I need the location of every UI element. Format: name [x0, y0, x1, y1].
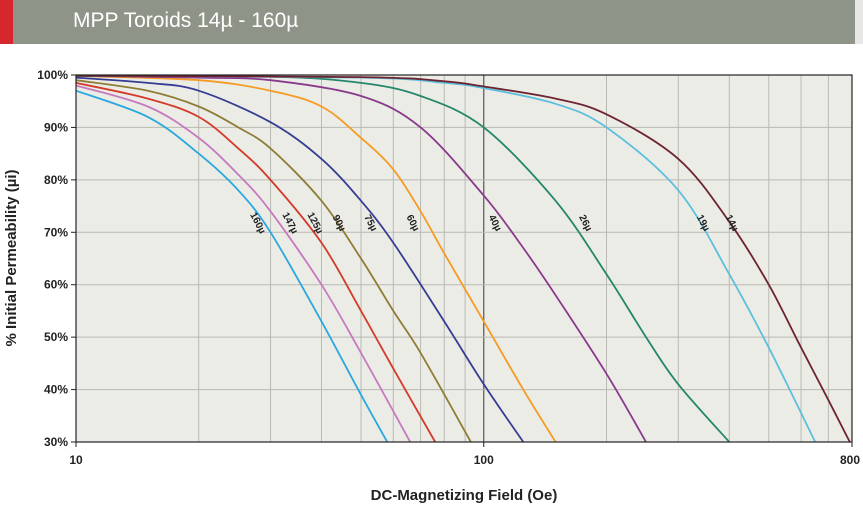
curves [75, 74, 851, 443]
x-tick-label: 100 [474, 453, 494, 467]
x-tick-label: 800 [840, 453, 860, 467]
header-accent-bar [0, 0, 13, 44]
x-axis-ticks: 10 100 800 [69, 442, 860, 467]
y-tick-label: 40% [44, 383, 68, 397]
y-tick-label: 60% [44, 278, 68, 292]
curve-60µ [75, 74, 557, 443]
plot-frame [75, 74, 853, 443]
y-axis-ticks: 30% 40% 50% 60% 70% 80% 90% 100% [37, 68, 76, 449]
x-tick-label: 10 [69, 453, 83, 467]
page-title: MPP Toroids 14µ - 160µ [73, 9, 299, 32]
y-tick-label: 90% [44, 120, 68, 134]
y-tick-label: 100% [37, 68, 68, 82]
curve-160µ [75, 89, 389, 443]
y-tick-label: 30% [44, 435, 68, 449]
page-header: MPP Toroids 14µ - 160µ [0, 0, 863, 44]
curve-90µ [75, 79, 472, 443]
plot-area [76, 75, 852, 442]
y-tick-label: 50% [44, 330, 68, 344]
header-edge [855, 0, 863, 44]
y-axis-title: % Initial Permeability (µi) [3, 169, 20, 346]
curve-14µ [75, 74, 851, 443]
grid-lines [76, 75, 852, 442]
curve-125µ [75, 82, 436, 443]
curve-40µ [75, 74, 647, 443]
y-tick-label: 70% [44, 225, 68, 239]
curve-75µ [75, 76, 525, 443]
curve-147µ [75, 84, 411, 443]
y-tick-label: 80% [44, 173, 68, 187]
permeability-chart: 160µ 147µ 125µ 90µ 75µ 60µ 40µ 26µ 19µ 14µ 30%40%… [3, 68, 860, 504]
x-axis-title: DC-Magnetizing Field (Oe) [371, 487, 558, 504]
